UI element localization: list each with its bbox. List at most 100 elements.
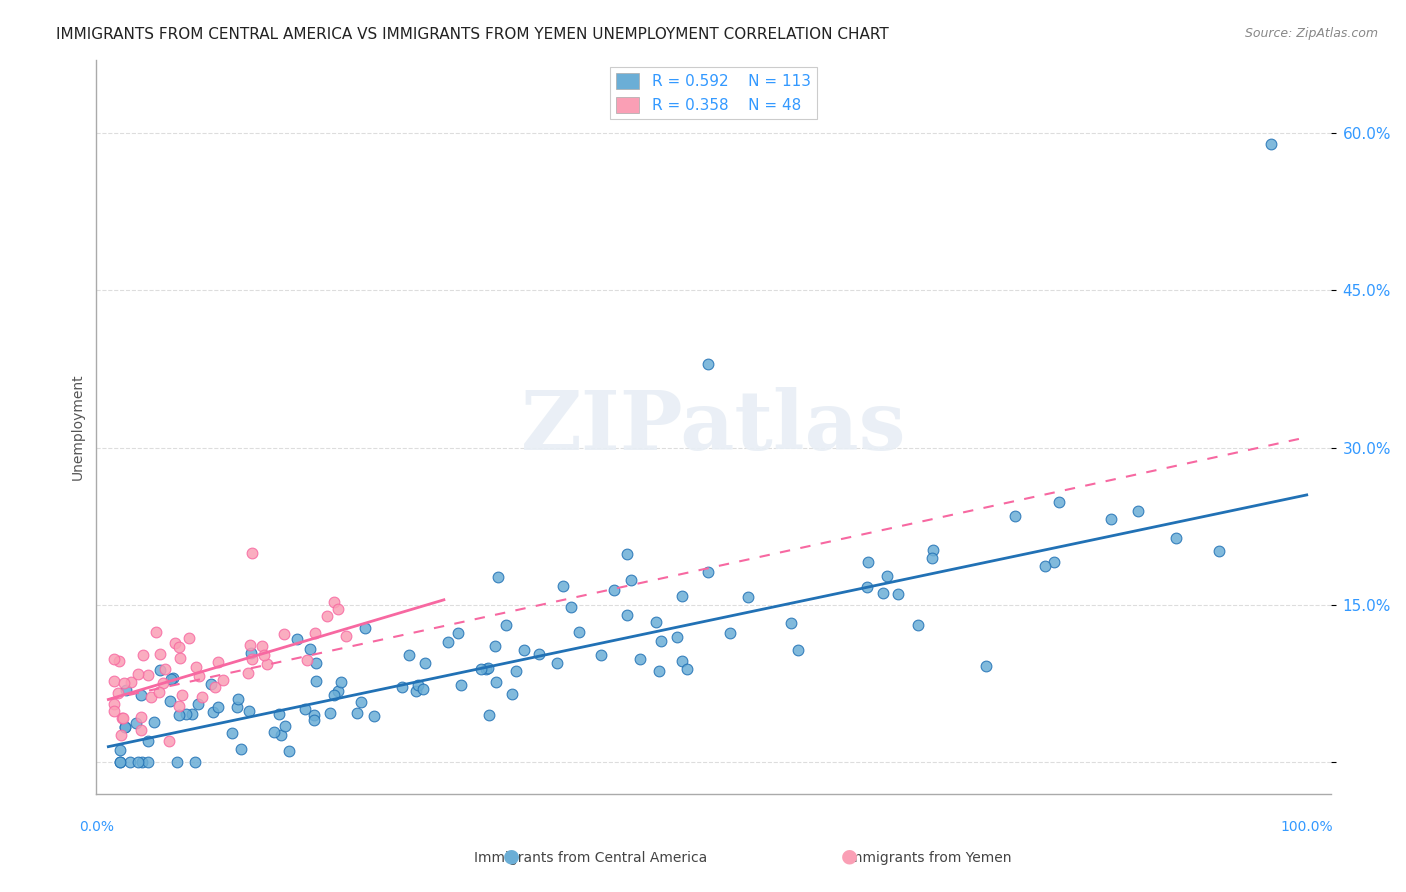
Point [184, 660, 207, 674]
Point [546, 657, 568, 671]
Point [512, 643, 534, 657]
Point [250, 640, 273, 654]
Text: 0.0%: 0.0% [79, 820, 114, 834]
Point [328, 683, 350, 698]
Point [477, 661, 499, 675]
Point [1043, 555, 1066, 569]
Text: 100.0%: 100.0% [1281, 820, 1333, 834]
Point [163, 635, 186, 649]
Point [136, 734, 159, 748]
Point [239, 639, 262, 653]
Point [103, 704, 125, 718]
Point [856, 580, 879, 594]
Point [294, 701, 316, 715]
Point [212, 673, 235, 687]
Point [787, 643, 810, 657]
Point [316, 609, 339, 624]
Point [167, 708, 190, 723]
Point [326, 602, 349, 616]
Point [253, 648, 276, 662]
Point [718, 626, 741, 640]
Point [277, 743, 299, 757]
Point [666, 630, 689, 644]
Point [107, 686, 129, 700]
Point [204, 681, 226, 695]
Point [136, 756, 159, 770]
Point [149, 648, 172, 662]
Point [1033, 558, 1056, 573]
Point [553, 579, 575, 593]
Point [207, 700, 229, 714]
Text: Immigrants from Central America: Immigrants from Central America [474, 851, 707, 865]
Text: Immigrants from Yemen: Immigrants from Yemen [845, 851, 1011, 865]
Point [412, 681, 434, 696]
Point [167, 640, 190, 654]
Point [486, 569, 509, 583]
Point [1099, 512, 1122, 526]
Y-axis label: Unemployment: Unemployment [72, 374, 86, 480]
Point [110, 728, 132, 742]
Point [478, 708, 501, 723]
Point [202, 705, 225, 719]
Point [1004, 508, 1026, 523]
Point [127, 666, 149, 681]
Point [226, 691, 249, 706]
Point [560, 599, 582, 614]
Point [187, 697, 209, 711]
Point [436, 634, 458, 648]
Point [131, 756, 153, 770]
Point [406, 678, 429, 692]
Point [200, 677, 222, 691]
Point [391, 681, 413, 695]
Point [103, 673, 125, 688]
Point [148, 685, 170, 699]
Point [616, 547, 638, 561]
Point [125, 715, 148, 730]
Point [274, 719, 297, 733]
Point [129, 710, 152, 724]
Point [174, 706, 197, 721]
Point [671, 590, 693, 604]
Point [974, 658, 997, 673]
Point [335, 629, 357, 643]
Point [169, 651, 191, 665]
Point [295, 653, 318, 667]
Point [114, 720, 136, 734]
Point [302, 707, 325, 722]
Point [876, 569, 898, 583]
Point [136, 668, 159, 682]
Point [346, 706, 368, 721]
Point [1208, 544, 1230, 558]
Point [922, 542, 945, 557]
Point [152, 675, 174, 690]
Point [527, 647, 550, 661]
Point [591, 648, 613, 662]
Point [676, 661, 699, 675]
Point [648, 664, 671, 678]
Point [240, 546, 263, 560]
Point [1260, 136, 1282, 151]
Point [239, 646, 262, 660]
Point [616, 608, 638, 623]
Point [226, 699, 249, 714]
Point [737, 590, 759, 604]
Point [450, 678, 472, 692]
Point [167, 699, 190, 714]
Point [256, 657, 278, 671]
Point [238, 666, 260, 681]
Point [780, 616, 803, 631]
Point [447, 625, 470, 640]
Point [696, 357, 718, 371]
Point [354, 621, 377, 635]
Point [322, 688, 344, 702]
Legend: R = 0.592    N = 113, R = 0.358    N = 48: R = 0.592 N = 113, R = 0.358 N = 48 [610, 67, 817, 119]
Point [305, 657, 328, 671]
Point [322, 595, 344, 609]
Point [238, 704, 260, 718]
Point [484, 639, 506, 653]
Point [1126, 504, 1149, 518]
Point [184, 756, 207, 770]
Point [179, 631, 201, 645]
Point [603, 582, 626, 597]
Point [129, 688, 152, 702]
